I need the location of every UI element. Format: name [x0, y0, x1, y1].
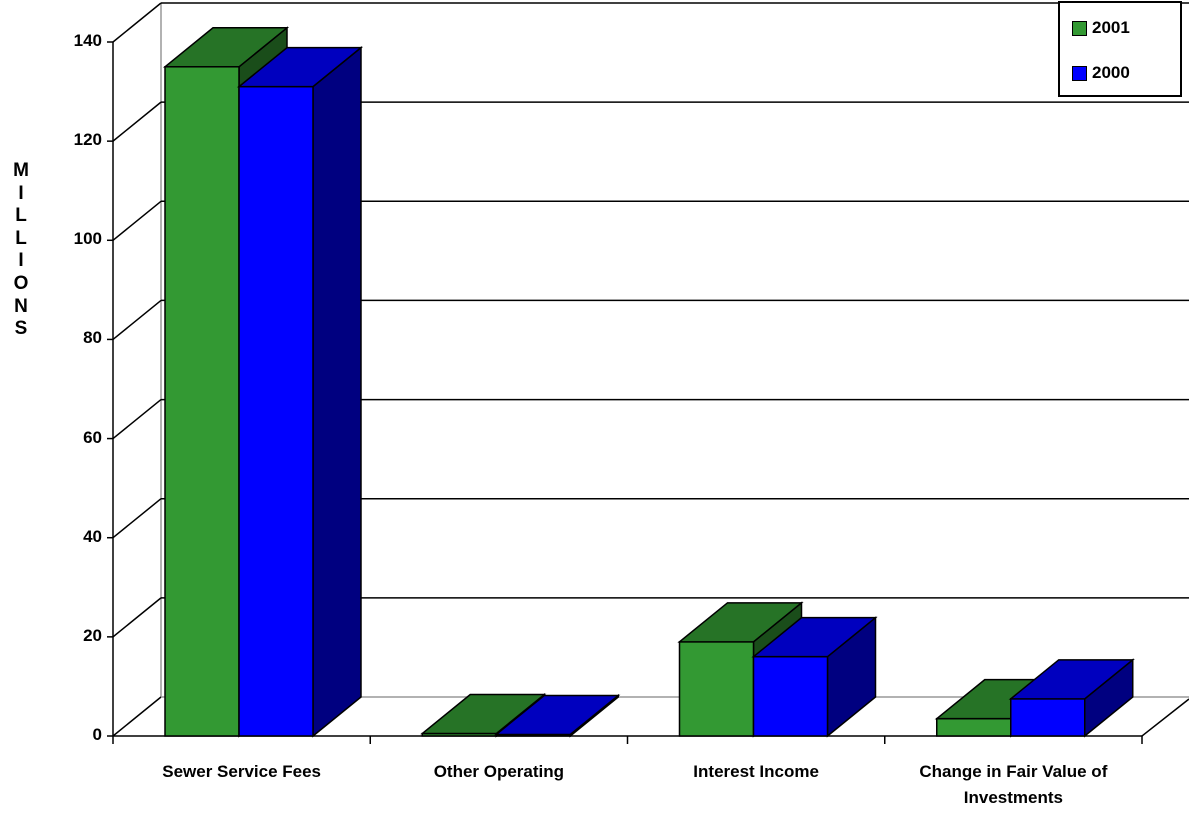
gridline-side-60: [112, 398, 162, 440]
bar-front-2001-4: [936, 717, 1012, 737]
y-axis-label-char: S: [14, 318, 28, 340]
gridline-side-100: [112, 200, 162, 241]
bar-top-2001-3: [677, 602, 804, 643]
gridline-side-80: [112, 299, 162, 341]
bar-side-2000-1: [312, 46, 362, 738]
gridline-side-20: [112, 597, 162, 638]
gridline-side-0: [112, 696, 162, 737]
bar-2000-2: [494, 693, 621, 738]
legend-swatch-2000: [1072, 65, 1087, 81]
y-tick-label-20: 20: [83, 625, 102, 645]
bar-top-2001-1: [162, 27, 290, 68]
bar-front-2000-1: [238, 85, 314, 737]
bar-front-2001-1: [164, 66, 240, 737]
legend: 2001 2000: [1058, 1, 1182, 97]
legend-item-2001: 2001: [1072, 18, 1130, 38]
y-axis-label-char: I: [18, 182, 24, 204]
y-tick-label-140: 140: [73, 31, 102, 50]
gridline-side-140: [112, 2, 162, 43]
legend-label-2000: 2000: [1092, 63, 1130, 82]
y-axis-label-char: L: [15, 227, 27, 249]
bar-front-2000-3: [752, 655, 829, 737]
bar-top-2000-2: [494, 694, 621, 736]
gridline-side-120: [112, 101, 162, 142]
y-axis-label-char: M: [13, 160, 29, 181]
y-tick-label-0: 0: [92, 725, 102, 744]
x-tick-label-1: Sewer Service Fees: [162, 762, 322, 781]
y-axis-label-char: L: [15, 205, 27, 227]
bar-top-2001-2: [420, 693, 547, 735]
y-tick-label-100: 100: [73, 229, 102, 249]
y-axis-label-char: N: [14, 295, 28, 317]
y-tick-label-60: 60: [83, 427, 102, 447]
bars-layer: [162, 26, 1135, 738]
bar-top-2000-3: [751, 616, 878, 658]
bar-2000-4: [1008, 658, 1135, 738]
legend-swatch-2001: [1072, 20, 1087, 36]
legend-item-2000: 2000: [1072, 63, 1130, 83]
y-axis-label-char: O: [13, 272, 29, 294]
y-tick-label-80: 80: [83, 328, 102, 348]
bar-top-2000-1: [236, 46, 364, 88]
bar-2000-1: [236, 46, 364, 738]
bar-top-2000-4: [1008, 659, 1135, 700]
bar-front-2001-3: [678, 641, 755, 737]
bar-front-2000-4: [1010, 698, 1086, 737]
y-axis-label-char: I: [18, 250, 24, 272]
legend-label-2001: 2001: [1092, 18, 1130, 37]
y-tick-label-120: 120: [73, 130, 102, 150]
x-tick-label-3: Interest Income: [693, 762, 819, 781]
x-tick-label-4: Change in Fair Value of Investments: [919, 762, 1108, 807]
bar-2000-3: [751, 616, 878, 738]
floor-right-edge: [1141, 698, 1189, 737]
y-tick-label-40: 40: [83, 526, 102, 546]
x-tick-label-2: Other Operating: [433, 762, 565, 781]
gridline-side-40: [112, 498, 162, 539]
